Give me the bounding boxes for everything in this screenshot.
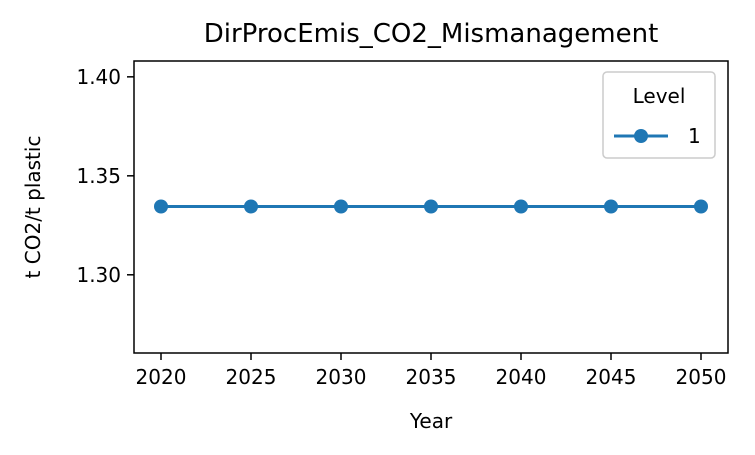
x-tick-label: 2035: [406, 365, 457, 389]
data-point: [604, 199, 618, 214]
data-point: [424, 199, 438, 214]
x-tick-label: 2045: [586, 365, 637, 389]
x-tick-label: 2020: [136, 365, 187, 389]
y-tick-label: 1.40: [76, 65, 121, 89]
y-tick-label: 1.35: [76, 164, 121, 188]
x-tick-label: 2025: [226, 365, 277, 389]
x-tick-label: 2040: [496, 365, 547, 389]
data-point: [334, 199, 348, 214]
x-tick-label: 2050: [676, 365, 727, 389]
data-point: [154, 199, 168, 214]
data-point: [694, 199, 708, 214]
data-point: [244, 199, 258, 214]
legend-marker-swatch: [634, 129, 648, 143]
y-axis-label: t CO2/t plastic: [21, 136, 45, 279]
x-tick-label: 2030: [316, 365, 367, 389]
legend-entry-label: 1: [688, 124, 701, 148]
y-tick-label: 1.30: [76, 263, 121, 287]
legend-title: Level: [633, 84, 686, 108]
x-axis-label: Year: [409, 409, 453, 433]
chart-title: DirProcEmis_CO2_Mismanagement: [204, 19, 659, 49]
plot-area: 2020 2025 2030 2035 2040 2045 2050 1.30 1.35 1.40: [76, 60, 729, 389]
legend: Level 1: [602, 71, 716, 159]
data-point: [514, 199, 528, 214]
